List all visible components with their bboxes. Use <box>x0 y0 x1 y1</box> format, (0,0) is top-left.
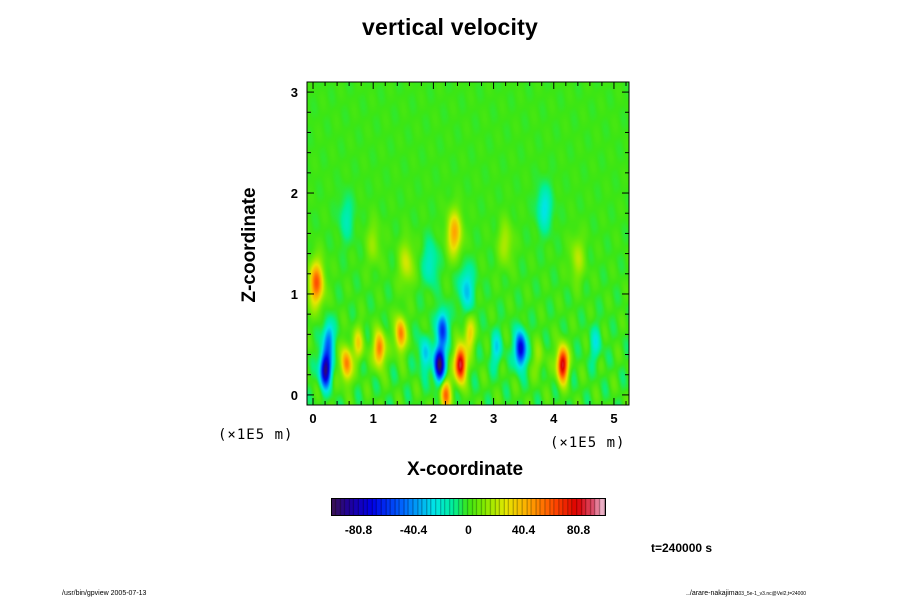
x-tick-label: 1 <box>370 411 377 426</box>
y-tick-label: 3 <box>291 85 298 100</box>
x-tick-label: 3 <box>490 411 497 426</box>
heatmap-canvas <box>307 82 629 405</box>
time-label: t=240000 s <box>651 541 713 555</box>
x-axis-unit: (×1E5 m) <box>550 435 626 451</box>
footer-left: /usr/bin/gpview 2005-07-13 <box>62 590 147 597</box>
footer-right: ../arare-nakajima03_5e-1_v3.nc@Vel2,t=24… <box>686 590 806 597</box>
x-axis-label: X-coordinate <box>407 459 524 480</box>
y-tick-label: 2 <box>291 186 298 201</box>
colorbar-tick-label: 0 <box>465 523 472 537</box>
y-tick-label: 1 <box>291 287 298 302</box>
plot-frame <box>306 81 630 406</box>
colorbar-tick-label: 80.8 <box>566 523 591 537</box>
x-tick-label: 2 <box>430 411 437 426</box>
x-tick-label: 5 <box>610 411 617 426</box>
colorbar-tick-label: -40.4 <box>399 523 428 537</box>
colorbar-tick-label: 40.4 <box>511 523 536 537</box>
footer-right-sub: 03_5e-1_v3.nc@Vel2,t=24000 <box>738 591 807 597</box>
colorbar <box>331 498 606 516</box>
x-tick-label: 4 <box>550 411 558 426</box>
y-axis-unit: (×1E5 m) <box>218 427 294 443</box>
chart-title: vertical velocity <box>361 14 538 40</box>
footer-right-main: ../arare-nakajima <box>686 590 739 597</box>
y-tick-label: 0 <box>291 388 298 403</box>
x-tick-label: 0 <box>309 411 316 426</box>
colorbar-tick-label: -80.8 <box>344 523 373 537</box>
